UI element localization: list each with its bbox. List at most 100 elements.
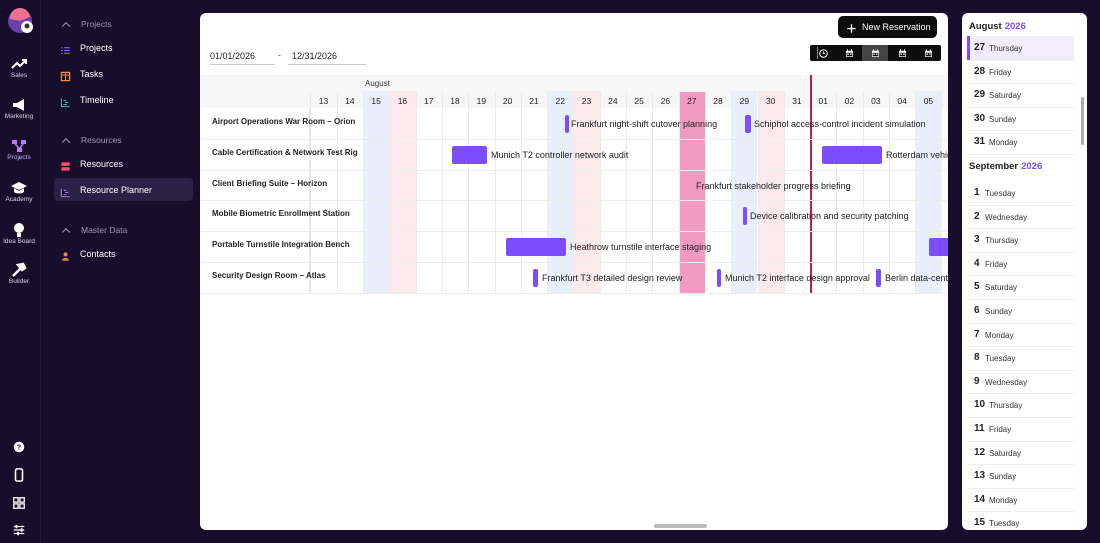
day-column-line: [915, 91, 917, 293]
reservation-label[interactable]: Frankfurt stakeholder progress briefing: [696, 180, 851, 191]
day-column-line: [836, 91, 838, 293]
rail-label: Idea Board: [3, 238, 35, 245]
reservation-bar[interactable]: [452, 145, 487, 164]
active-item-bg: [54, 178, 193, 201]
scroll-thumb[interactable]: [654, 524, 707, 528]
reservation-bar[interactable]: [929, 238, 948, 257]
reservation-bar[interactable]: [717, 269, 721, 287]
view-option[interactable]: [862, 45, 889, 61]
new-reservation-button[interactable]: New Reservation: [838, 16, 937, 38]
day-column-line: [494, 91, 496, 293]
rail-icon[interactable]: [12, 496, 26, 515]
view-option[interactable]: [915, 45, 941, 61]
section-chevron[interactable]: [60, 224, 72, 242]
reservation-label[interactable]: Rotterdam vehic: [886, 149, 948, 160]
item-icon: [60, 43, 71, 61]
weekday: Monday: [989, 495, 1018, 505]
calendar-day[interactable]: 28 Friday: [967, 60, 1074, 85]
weekday: Friday: [985, 259, 1008, 269]
date-from[interactable]: 01/01/2026: [210, 51, 275, 65]
day-number: 6: [974, 305, 980, 316]
reservation-bar[interactable]: [876, 269, 881, 287]
calendar-day[interactable]: 30 Sunday: [967, 107, 1074, 132]
calendar-day[interactable]: 12 Saturday: [967, 441, 1074, 466]
calendar-day[interactable]: 6 Sunday: [967, 299, 1074, 324]
calendar-day[interactable]: 31 Monday: [967, 130, 1074, 155]
reservation-label[interactable]: Frankfurt night-shift cutover planning: [571, 119, 718, 129]
day-number: 8: [974, 352, 980, 364]
calendar-day[interactable]: 15 Tuesday: [967, 511, 1074, 530]
view-option[interactable]: [889, 45, 915, 61]
reservation-bar[interactable]: [743, 207, 747, 226]
row-line: [200, 200, 948, 202]
reservation-label[interactable]: Schiphol access-control incident simulat…: [754, 119, 926, 129]
reservation-bar[interactable]: [745, 115, 751, 133]
section-chevron[interactable]: [60, 18, 72, 36]
calendar-day[interactable]: 29 Saturday: [967, 83, 1074, 108]
day-column-line: [678, 91, 680, 293]
weekday: Sunday: [985, 307, 1013, 316]
view-option[interactable]: [836, 45, 862, 61]
calendar-day[interactable]: 10 Thursday: [967, 393, 1074, 418]
reservation-label[interactable]: Berlin data-cent: [885, 273, 948, 283]
weekday: Tuesday: [989, 519, 1020, 529]
reservation-label[interactable]: Munich T2 interface design approval: [725, 273, 870, 283]
reservation-bar[interactable]: [533, 269, 538, 287]
reservation-bar[interactable]: [822, 145, 882, 164]
section-title[interactable]: Master Data: [81, 225, 128, 235]
rail-icon[interactable]: [11, 56, 27, 77]
date-to[interactable]: 12/31/2026: [288, 51, 367, 65]
now-line: [810, 75, 812, 293]
item-icon: [60, 95, 71, 113]
weekday: Friday: [989, 67, 1012, 77]
reservation-bar[interactable]: [506, 238, 566, 257]
day-label: 01: [818, 96, 828, 106]
calendar-day[interactable]: 3 Thursday: [967, 228, 1074, 253]
rail-icon[interactable]: [12, 523, 26, 542]
day-number: 5: [974, 281, 980, 293]
day-column-shade: [389, 91, 416, 293]
rail-icon[interactable]: ?: [12, 440, 26, 459]
sidebar-item[interactable]: Resource Planner: [80, 185, 153, 195]
sidebar-item[interactable]: Resources: [80, 159, 124, 169]
reservation-label[interactable]: Frankfurt T3 detailed design review: [542, 273, 683, 283]
calendar-day[interactable]: 27 Thursday: [967, 36, 1074, 61]
view-toggle: [810, 45, 941, 61]
weekday: Thursday: [989, 44, 1023, 53]
calendar-day[interactable]: 11 Friday: [967, 417, 1074, 442]
day-column-line: [310, 91, 312, 293]
avatar[interactable]: [6, 7, 36, 37]
calendar-day[interactable]: 5 Saturday: [967, 275, 1074, 300]
weekday: Monday: [989, 138, 1018, 148]
day-label: 21: [529, 96, 539, 106]
calendar-day[interactable]: 2 Wednesday: [967, 205, 1074, 230]
rail-icon[interactable]: [11, 262, 27, 283]
section-title[interactable]: Resources: [81, 135, 122, 145]
calendar-day[interactable]: 7 Monday: [967, 323, 1074, 348]
sidebar-item[interactable]: Contacts: [80, 249, 116, 259]
reservation-label[interactable]: Munich T2 controller network audit: [491, 149, 629, 160]
rail-icon[interactable]: [12, 468, 26, 487]
calendar-day[interactable]: 13 Sunday: [967, 464, 1074, 489]
calendar-day[interactable]: 9 Wednesday: [967, 370, 1074, 395]
sidebar-item[interactable]: Projects: [80, 43, 113, 53]
reservation-label[interactable]: Heathrow turnstile interface staging: [570, 242, 712, 253]
section-chevron[interactable]: [60, 134, 72, 152]
reservation-bar[interactable]: [565, 115, 569, 133]
weekday: Tuesday: [985, 354, 1016, 364]
section-title[interactable]: Projects: [81, 19, 112, 29]
day-column-line: [441, 91, 443, 293]
rail-icon[interactable]: [11, 138, 27, 159]
reservation-label[interactable]: Device calibration and security patching: [750, 211, 909, 222]
rail-icon[interactable]: [11, 222, 27, 243]
sidebar-item[interactable]: Timeline: [80, 95, 114, 105]
scrollbar-thumb[interactable]: [1081, 97, 1084, 145]
calendar-day[interactable]: 8 Tuesday: [967, 346, 1074, 371]
view-option[interactable]: [810, 45, 836, 61]
rail-icon[interactable]: [11, 97, 27, 118]
calendar-day[interactable]: 1 Tuesday: [967, 181, 1074, 206]
rail-icon[interactable]: [11, 180, 27, 201]
sidebar-item[interactable]: Tasks: [80, 69, 104, 79]
calendar-day[interactable]: 4 Friday: [967, 252, 1074, 277]
calendar-day[interactable]: 14 Monday: [967, 488, 1074, 513]
